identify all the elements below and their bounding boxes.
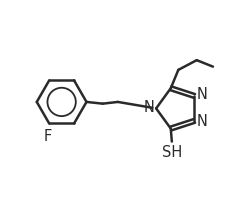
Text: SH: SH bbox=[161, 145, 181, 160]
Text: F: F bbox=[44, 129, 52, 144]
Text: N: N bbox=[196, 87, 207, 102]
Text: N: N bbox=[196, 115, 207, 129]
Text: N: N bbox=[143, 101, 154, 115]
